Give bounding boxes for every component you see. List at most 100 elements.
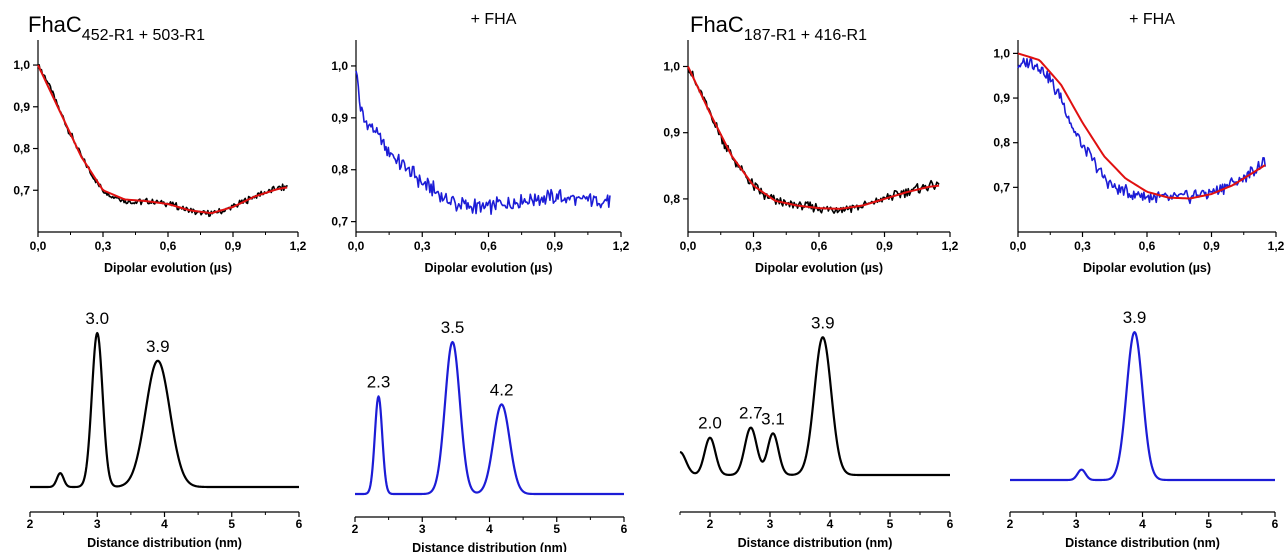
x-tick-label: 2 [707,517,714,531]
x-tick-label: 0,9 [225,239,242,253]
fit-curve [1017,52,1266,200]
fit-curve [37,64,288,215]
x-tick-label: 0,6 [480,239,497,253]
x-tick-label: 0,3 [745,239,762,253]
distance-panel-4: 2 3 4 5 6 Distance distribution (nm) 3.9 [1007,308,1279,550]
x-tick-label: 2 [1007,517,1014,531]
peak-label: 3.9 [146,337,170,356]
x-tick-label: 6 [947,517,954,531]
distance-panel-1: 2 3 4 5 6 Distance distribution (nm) 3.0 3.9 [27,309,303,550]
x-axis-title: Distance distribution (nm) [87,536,242,550]
x-tick-label: 3 [1073,517,1080,531]
x-tick-label: 3 [419,522,426,536]
x-tick-label: 2 [352,522,359,536]
y-tick-label: 0,8 [13,142,30,156]
x-tick-label: 1,2 [290,239,307,253]
peak-label: 3.9 [1123,308,1147,327]
y-tick-label: 0,8 [663,192,680,206]
data-trace [687,68,940,214]
decay-panel-1: 0,0 0,3 0,6 0,9 1,2 0,7 0,8 0,9 1,0 Dipolar evolu… [13,12,306,275]
x-axis-title: Dipolar evolution (µs) [1083,261,1211,275]
x-tick-label: 0,9 [546,239,563,253]
x-tick-label: 0,3 [414,239,431,253]
peak-label: 3.0 [85,309,109,328]
title-rest: + 416-R1 [796,27,867,44]
x-tick-label: 3 [94,517,101,531]
peak-label: 3.9 [811,313,835,332]
y-tick-label: 0,7 [331,215,348,229]
panel-title: FhaC187-R1 + 416-R1 [690,12,867,44]
decay-panel-3: 0,0 0,3 0,6 0,9 1,2 0,8 0,9 1,0 Dipolar evolutio… [663,12,958,275]
panel-title: FhaC452-R1 + 503-R1 [28,12,205,44]
x-axis-title: Distance distribution (nm) [738,536,893,550]
x-tick-label: 0,6 [811,239,828,253]
y-tick-label: 1,0 [993,46,1010,60]
title-rest: + 503-R1 [134,27,205,44]
x-tick-label: 0,9 [1203,239,1220,253]
x-tick-label: 5 [553,522,560,536]
y-tick-label: 1,0 [13,58,30,72]
x-tick-label: 0,0 [1010,239,1027,253]
fit-curve [687,66,940,210]
x-tick-label: 6 [621,522,628,536]
y-tick-label: 0,9 [663,126,680,140]
x-tick-label: 0,0 [680,239,697,253]
y-tick-label: 0,7 [993,180,1010,194]
x-axis-title: Dipolar evolution (µs) [424,261,552,275]
x-tick-label: 0,9 [876,239,893,253]
x-tick-label: 2 [27,517,34,531]
x-tick-label: 0,3 [95,239,112,253]
x-tick-label: 0,0 [348,239,365,253]
distance-panel-2: 2 3 4 5 6 Distance distribution (nm) 2.3 3.5 4.2 [352,318,628,552]
x-tick-label: 6 [296,517,303,531]
y-tick-label: 0,9 [993,91,1010,105]
title-main: FhaC [28,12,82,37]
x-tick-label: 6 [1272,517,1279,531]
title-subscript: 452-R1 [82,27,135,44]
x-tick-label: 4 [1139,517,1146,531]
peak-label: 3.5 [441,318,465,337]
x-tick-label: 0,6 [1139,239,1156,253]
x-tick-label: 4 [161,517,168,531]
x-axis-title: Dipolar evolution (µs) [755,261,883,275]
peak-label: 3.1 [761,409,785,428]
x-tick-label: 5 [1205,517,1212,531]
x-tick-label: 1,2 [613,239,630,253]
x-tick-label: 5 [887,517,894,531]
distance-curve [1009,331,1276,482]
y-tick-label: 1,0 [331,59,348,73]
distance-curve [679,336,951,477]
x-axis-title: Distance distribution (nm) [1065,536,1220,550]
distance-curve [354,340,625,496]
x-tick-label: 0,3 [1074,239,1091,253]
x-tick-label: 1,2 [942,239,959,253]
y-tick-label: 0,9 [13,100,30,114]
x-tick-label: 1,2 [1268,239,1285,253]
title-subscript: 187-R1 [744,27,797,44]
peak-label: 4.2 [490,380,514,399]
x-tick-label: 0,6 [160,239,177,253]
x-tick-label: 4 [486,522,493,536]
distance-panel-3: 2 3 4 5 6 Distance distribution (nm) 2.0 2.73.1… [679,313,954,550]
x-axis-title: Dipolar evolution (µs) [104,261,232,275]
y-tick-label: 0,9 [331,111,348,125]
y-tick-label: 0,7 [13,183,30,197]
y-tick-label: 1,0 [663,59,680,73]
x-tick-label: 5 [228,517,235,531]
data-trace [1017,57,1267,205]
peak-label: 2.3 [367,372,391,391]
data-trace [37,63,288,218]
x-tick-label: 0,0 [30,239,47,253]
x-tick-label: 3 [767,517,774,531]
y-tick-label: 0,8 [331,163,348,177]
title-main: FhaC [690,12,744,37]
x-axis-title: Distance distribution (nm) [412,541,567,552]
decay-panel-2: 0,0 0,3 0,6 0,9 1,2 0,7 0,8 0,9 1,0 Dipolar evolu… [331,11,629,275]
x-tick-label: 4 [827,517,834,531]
peak-label: 2.0 [698,414,722,433]
data-trace [355,70,611,215]
distance-curve [29,331,300,489]
y-tick-label: 0,8 [993,136,1010,150]
panel-title: + FHA [1129,11,1175,28]
